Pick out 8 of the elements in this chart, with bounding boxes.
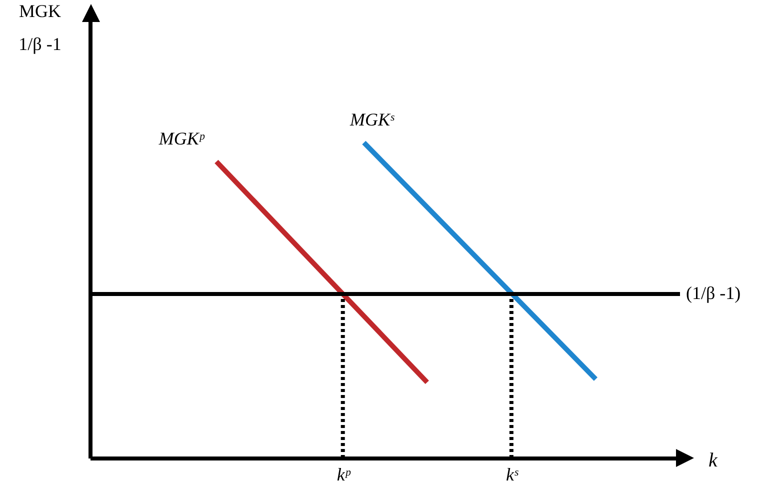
series-label: MGKˢ xyxy=(349,110,396,130)
series-label: MGKᵖ xyxy=(158,128,205,149)
text: MGK xyxy=(18,1,62,21)
ref-line-label: (1/β -1) xyxy=(686,283,741,304)
text: 1/β -1 xyxy=(18,34,62,54)
x-tick-label: kˢ xyxy=(506,464,520,484)
x-axis-title: k xyxy=(708,450,718,472)
x-tick-label: kᵖ xyxy=(336,464,351,484)
